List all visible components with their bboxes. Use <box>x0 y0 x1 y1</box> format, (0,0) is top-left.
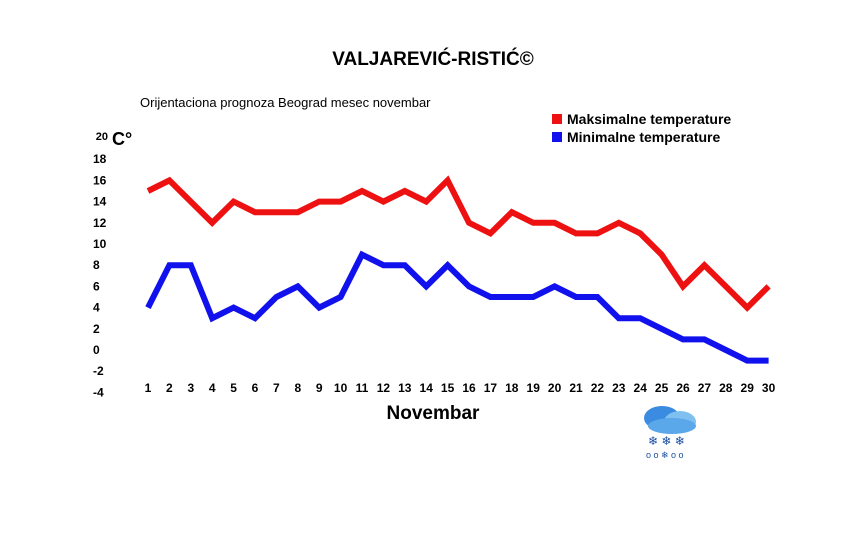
chart-title: VALJAREVIĆ-RISTIĆ© <box>332 48 534 70</box>
x-tick-label: 19 <box>527 381 541 395</box>
x-tick-label: 17 <box>484 381 498 395</box>
x-tick-label: 16 <box>462 381 476 395</box>
y-tick-label: 10 <box>93 237 107 251</box>
x-tick-label: 26 <box>676 381 690 395</box>
legend-label: Maksimalne temperature <box>567 111 731 127</box>
x-tick-label: 28 <box>719 381 733 395</box>
y-tick-label: 16 <box>93 173 107 187</box>
y-tick-label: -2 <box>93 364 104 378</box>
y-tick-label: 20 <box>96 131 108 143</box>
y-tick-label: 18 <box>93 152 107 166</box>
x-tick-label: 29 <box>741 381 755 395</box>
snow-cloud-icon: ❄ ❄ ❄ o o ❄ o o <box>644 406 696 460</box>
series-line-min <box>145 250 769 364</box>
x-tick-label: 3 <box>187 381 194 395</box>
y-tick-label: 2 <box>93 322 100 336</box>
x-tick-label: 30 <box>762 381 776 395</box>
x-tick-label: 7 <box>273 381 280 395</box>
legend-swatch <box>552 114 562 124</box>
x-tick-label: 10 <box>334 381 348 395</box>
legend-swatch <box>552 132 562 142</box>
x-axis-label: Novembar <box>387 403 481 424</box>
svg-text:❄ ❄ ❄: ❄ ❄ ❄ <box>648 434 685 448</box>
x-tick-label: 2 <box>166 381 173 395</box>
y-tick-label: -4 <box>93 385 104 399</box>
chart-subtitle: Orijentaciona prognoza Beograd mesec nov… <box>140 95 431 110</box>
y-tick-label: 6 <box>93 279 100 293</box>
x-tick-label: 23 <box>612 381 626 395</box>
x-tick-label: 24 <box>634 381 648 395</box>
x-tick-label: 27 <box>698 381 712 395</box>
y-tick-label: 12 <box>93 216 107 230</box>
x-tick-label: 22 <box>591 381 605 395</box>
x-tick-label: 11 <box>356 381 369 395</box>
x-tick-label: 13 <box>398 381 412 395</box>
x-tick-label: 4 <box>209 381 216 395</box>
svg-text:o o ❄ o o: o o ❄ o o <box>646 450 684 460</box>
x-tick-label: 14 <box>420 381 434 395</box>
x-tick-label: 20 <box>548 381 562 395</box>
x-tick-label: 15 <box>441 381 455 395</box>
x-tick-label: 21 <box>569 381 583 395</box>
x-tick-label: 9 <box>316 381 323 395</box>
y-tick-label: 0 <box>93 343 100 357</box>
legend-label: Minimalne temperature <box>567 129 720 145</box>
y-tick-label: 14 <box>93 195 107 209</box>
x-tick-label: 5 <box>230 381 237 395</box>
x-tick-label: 6 <box>252 381 259 395</box>
x-tick-label: 12 <box>377 381 391 395</box>
y-tick-label: 4 <box>93 301 100 315</box>
y-axis-label: C° <box>112 129 132 149</box>
x-tick-label: 18 <box>505 381 519 395</box>
x-tick-label: 1 <box>145 381 152 395</box>
series-line-max <box>146 175 771 312</box>
y-tick-label: 8 <box>93 258 100 272</box>
x-tick-label: 8 <box>294 381 301 395</box>
x-tick-label: 25 <box>655 381 669 395</box>
